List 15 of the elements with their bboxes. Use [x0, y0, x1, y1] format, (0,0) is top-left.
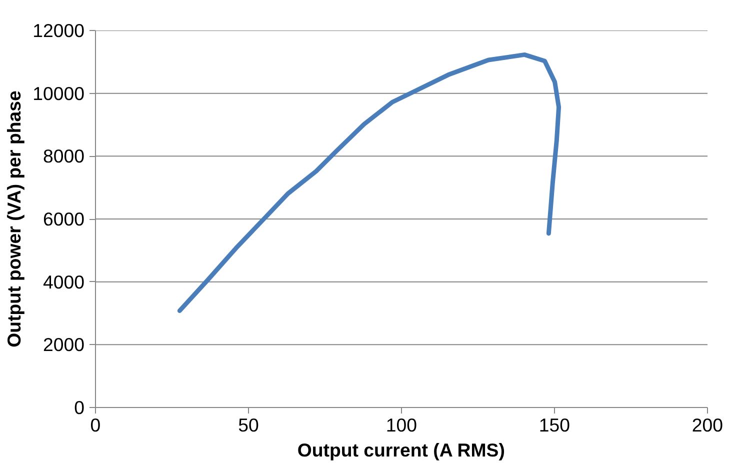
x-tick-label: 200 [692, 414, 724, 436]
line-series [177, 52, 562, 313]
x-tick-label: 150 [538, 414, 570, 436]
y-tick-label: 6000 [42, 208, 85, 230]
y-tick-label: 2000 [42, 334, 85, 356]
y-tick-label: 0 [74, 397, 85, 418]
y-tick-label: 12000 [32, 20, 85, 41]
y-axis-title: Output power (VA) per phase [4, 90, 25, 348]
x-axis-title: Output current (A RMS) [297, 440, 505, 460]
y-tick-label: 4000 [42, 271, 85, 292]
y-tick-label: 10000 [32, 82, 85, 104]
y-tick-label: 8000 [42, 146, 85, 167]
x-tick-label: 100 [386, 414, 418, 436]
x-tick-label: 0 [90, 414, 101, 436]
x-tick-label: 50 [238, 414, 259, 436]
